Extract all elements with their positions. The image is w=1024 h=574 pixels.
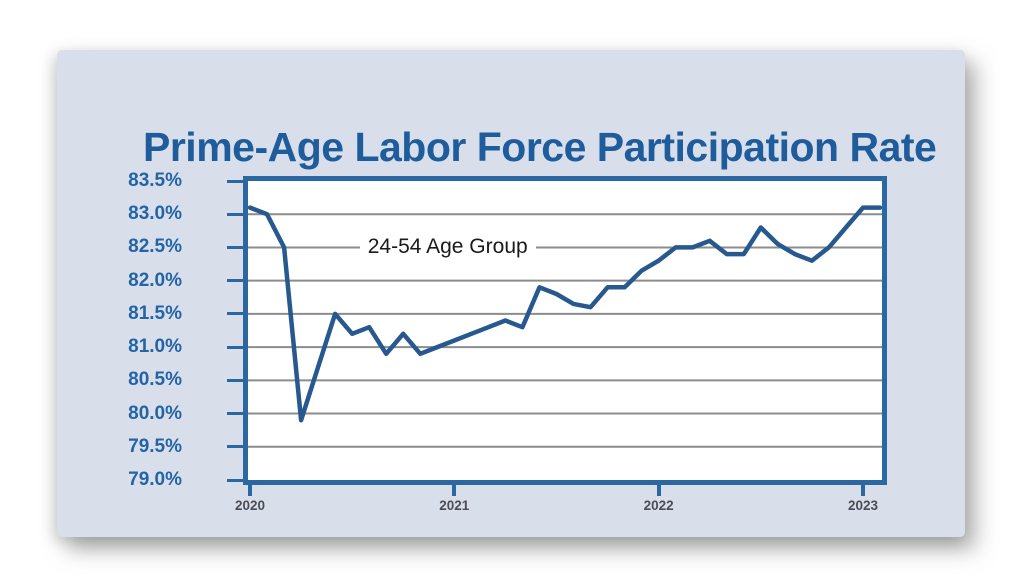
x-axis-tick <box>656 484 661 496</box>
y-axis-tick <box>227 179 243 183</box>
y-axis-tick-label: 83.0% <box>128 203 182 225</box>
x-axis-tick-label: 2022 <box>643 498 674 513</box>
y-axis-tick <box>227 312 243 316</box>
chart-title: Prime-Age Labor Force Participation Rate <box>143 124 937 170</box>
lfpr-data-line <box>248 205 882 423</box>
line-chart-svg <box>248 205 882 448</box>
y-axis-tick-label: 80.5% <box>128 369 182 391</box>
y-axis-tick <box>227 478 243 482</box>
x-axis-tick <box>248 484 252 496</box>
x-axis-tick-label: 2021 <box>439 498 470 513</box>
y-axis-tick-label: 82.0% <box>128 269 182 291</box>
y-axis-tick-label: 83.5% <box>128 170 182 191</box>
y-axis-tick <box>227 212 243 216</box>
x-axis-tick-label: 2020 <box>234 498 266 513</box>
y-axis-tick-label: 82.5% <box>128 236 182 258</box>
y-axis-tick <box>227 378 243 382</box>
y-axis-tick <box>227 345 243 349</box>
y-axis-tick-label: 81.0% <box>128 336 182 358</box>
y-axis-tick-label: 80.0% <box>128 402 182 424</box>
y-axis-tick-label: 79.0% <box>128 469 182 490</box>
series-annotation-label: 24-54 Age Group <box>359 234 536 261</box>
y-axis-tick <box>227 279 243 283</box>
x-axis-tick <box>860 484 865 496</box>
y-axis-tick-label: 79.5% <box>128 435 182 457</box>
y-axis-tick <box>227 245 243 249</box>
x-axis-tick <box>452 484 457 496</box>
y-axis-tick <box>227 445 243 449</box>
y-axis-tick-label: 81.5% <box>128 302 182 324</box>
y-axis-tick <box>227 412 243 416</box>
x-axis-tick-label: 2023 <box>847 498 878 513</box>
plot-area: 24-54 Age Group <box>243 176 887 485</box>
